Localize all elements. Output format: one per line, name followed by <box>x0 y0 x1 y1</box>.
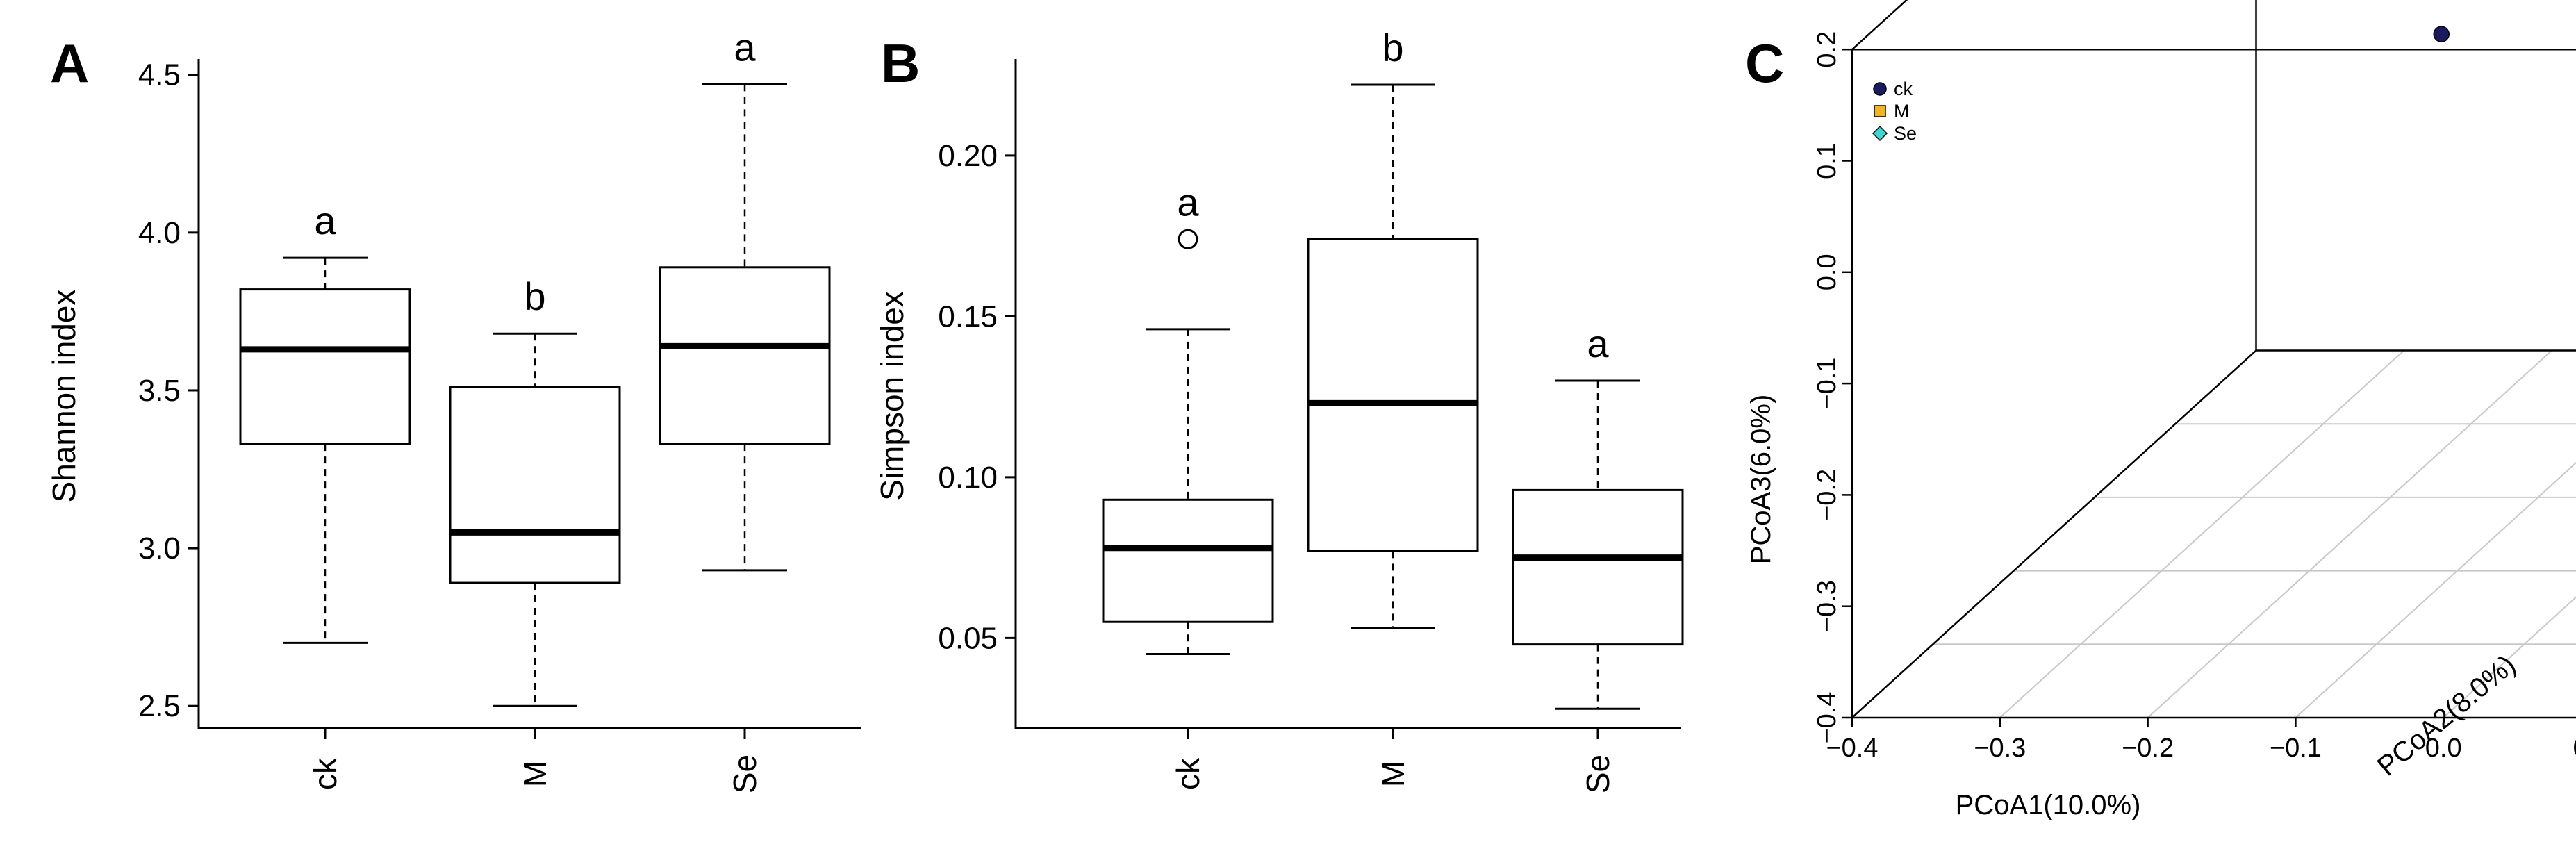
y-tick-label: 4.0 <box>138 216 181 250</box>
z-tick-label: −0.1 <box>1813 358 1842 410</box>
shannon-axes <box>197 59 861 729</box>
legend-label-Se: Se <box>1894 123 1917 144</box>
x-tick-label: ck <box>1170 757 1206 790</box>
x-tick-label: M <box>517 761 553 787</box>
y-tick-label: 2.5 <box>138 689 181 723</box>
simpson-boxplot: Simpson index 0.05 0.10 0.15 0.20 ck M Se a b a <box>874 26 1684 793</box>
box-Se: a <box>1512 322 1684 710</box>
box-body <box>1512 488 1684 646</box>
y-tick-label: 3.0 <box>138 531 181 566</box>
x-tick-label: −0.1 <box>2270 734 2322 763</box>
legend-label-ck: ck <box>1894 79 1913 99</box>
y-tick-label: 0.15 <box>938 299 998 333</box>
grid-line <box>2147 349 2552 718</box>
x-tick-label: −0.3 <box>1974 734 2026 763</box>
box-ck: a <box>1102 180 1274 656</box>
z-tick-label: −0.4 <box>1813 691 1842 743</box>
legend-marker-ck <box>1873 82 1887 96</box>
y-tick-label: 0.05 <box>938 621 998 655</box>
significance-letter: a <box>734 25 756 69</box>
grid-line <box>2295 461 2576 718</box>
box-M: b <box>1307 26 1479 629</box>
legend-label-M: M <box>1894 101 1910 122</box>
box-body <box>239 288 411 445</box>
pcoa-ticks: −0.4 −0.3 −0.2 −0.1 0.0 0.1 0.2 −0.4 −0.3 −0.2 −0.… <box>1813 31 2576 763</box>
box-edge <box>1851 349 2257 718</box>
x-tick-label: −0.2 <box>2122 734 2174 763</box>
legend-marker-Se <box>1872 125 1888 142</box>
z-tick-label: −0.2 <box>1813 469 1842 521</box>
pcoa-box-frame <box>1851 0 2576 719</box>
box-M: b <box>449 274 621 707</box>
panel-label-b: B <box>881 33 920 94</box>
z-tick-label: 0.2 <box>1813 31 1842 68</box>
pcoa-x-label: PCoA1(10.0%) <box>1956 790 2141 820</box>
x-tick-label: Se <box>1580 754 1616 793</box>
x-tick-label: 0.1 <box>2573 734 2576 763</box>
x-tick-label: 0.0 <box>2425 734 2462 763</box>
y-tick-label: 0.10 <box>938 461 998 495</box>
significance-letter: b <box>524 274 545 318</box>
pcoa-3d-scatter: −0.4 −0.3 −0.2 −0.1 0.0 0.1 0.2 −0.4 −0.3 −0.2 −0.… <box>1746 0 2576 820</box>
x-tick-label: −0.4 <box>1826 734 1878 763</box>
simpson-axes <box>1014 59 1681 729</box>
y-tick-label: 0.20 <box>938 139 998 173</box>
box-ck: a <box>239 199 411 644</box>
significance-letter: a <box>314 199 336 242</box>
y-tick-label: 4.5 <box>138 58 181 92</box>
box-body <box>659 266 831 445</box>
grid-line <box>2443 596 2576 718</box>
x-tick-label: Se <box>727 754 763 793</box>
legend-marker-M <box>1874 105 1886 117</box>
shannon-y-label: Shannon index <box>46 290 82 503</box>
pcoa-floor-grid <box>1851 349 2576 718</box>
x-tick-label: M <box>1375 761 1411 787</box>
z-tick-label: −0.3 <box>1813 580 1842 632</box>
significance-letter: b <box>1382 26 1403 69</box>
simpson-y-label: Simpson index <box>874 291 910 501</box>
point-ck <box>2433 26 2450 42</box>
box-Se: a <box>659 25 831 572</box>
box-body <box>449 386 621 584</box>
y-tick-label: 3.5 <box>138 374 181 408</box>
z-tick-label: 0.1 <box>1813 142 1842 179</box>
box-body <box>1102 498 1274 623</box>
box-body <box>1307 238 1479 552</box>
panel-label-a: A <box>50 33 89 94</box>
pcoa-z-label: PCoA3(6.0%) <box>1746 395 1776 565</box>
outlier-point <box>1178 229 1198 249</box>
grid-line <box>1999 349 2404 718</box>
shannon-boxplot: Shannon index 2.5 3.0 3.5 4.0 4.5 ck M Se a b a <box>46 25 861 793</box>
significance-letter: a <box>1177 180 1199 224</box>
pcoa-points <box>2433 26 2450 42</box>
z-tick-label: 0.0 <box>1813 254 1842 290</box>
box-edge <box>1851 0 1908 51</box>
panel-label-c: C <box>1745 33 1784 94</box>
x-tick-label: ck <box>307 757 343 790</box>
significance-letter: a <box>1587 322 1609 365</box>
